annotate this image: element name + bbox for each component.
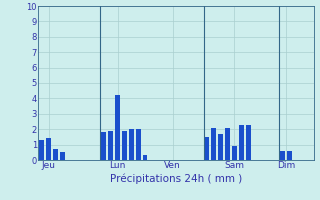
- Bar: [204, 137, 209, 160]
- X-axis label: Précipitations 24h ( mm ): Précipitations 24h ( mm ): [110, 173, 242, 184]
- Bar: [46, 138, 51, 160]
- Bar: [225, 128, 230, 160]
- Bar: [218, 134, 223, 160]
- Bar: [212, 128, 216, 160]
- Bar: [39, 140, 44, 160]
- Bar: [246, 125, 251, 160]
- Bar: [280, 151, 285, 160]
- Bar: [108, 131, 113, 160]
- Bar: [60, 152, 65, 160]
- Bar: [129, 129, 134, 160]
- Bar: [143, 155, 148, 160]
- Bar: [232, 146, 237, 160]
- Bar: [239, 125, 244, 160]
- Bar: [115, 95, 120, 160]
- Bar: [287, 151, 292, 160]
- Bar: [53, 149, 58, 160]
- Bar: [101, 132, 106, 160]
- Bar: [136, 129, 140, 160]
- Bar: [122, 131, 127, 160]
